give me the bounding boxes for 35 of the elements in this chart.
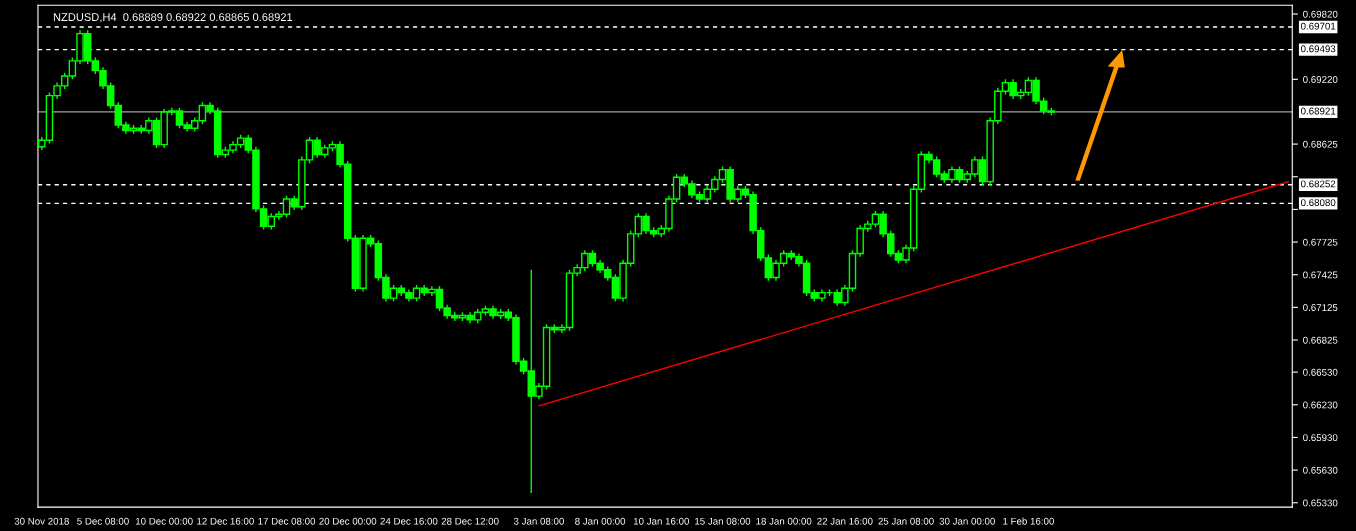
y-tick-label: 0.67725 xyxy=(1303,238,1338,246)
x-tick-label: 10 Dec 00:00 xyxy=(135,517,193,525)
text: NZDUSD,H4 0.68889 0.68922 0.68865 0.68921 xyxy=(53,13,293,23)
x-tick-label: 15 Jan 08:00 xyxy=(695,517,751,525)
x-tick-label: 28 Dec 12:00 xyxy=(441,517,499,525)
y-tick-label: 0.69220 xyxy=(1303,76,1338,83)
ref-line-label: 0.68252 xyxy=(1300,180,1336,188)
ref-line-label: 0.68921 xyxy=(1300,107,1336,115)
x-tick-label: 20 Dec 00:00 xyxy=(319,517,377,525)
y-tick-label: 0.65630 xyxy=(1303,466,1338,474)
ref-line-label: 0.68080 xyxy=(1300,199,1336,207)
y-tick-label: 0.68625 xyxy=(1303,140,1338,148)
y-tick-label: 0.66530 xyxy=(1303,368,1338,376)
x-tick-label: 25 Jan 08:00 xyxy=(878,517,934,525)
x-tick-label: 30 Nov 2018 xyxy=(14,517,69,525)
x-tick-label: 5 Dec 08:00 xyxy=(77,517,129,525)
y-tick-label: 0.65330 xyxy=(1303,499,1338,507)
y-tick-label: 0.66825 xyxy=(1303,336,1338,344)
x-tick-label: 12 Dec 16:00 xyxy=(197,517,254,525)
ref-line-label: 0.69493 xyxy=(1300,45,1336,53)
x-tick-label: 22 Jan 16:00 xyxy=(817,517,873,525)
y-tick-label: 0.67125 xyxy=(1303,304,1338,311)
ref-line-label: 0.69701 xyxy=(1300,22,1336,30)
x-tick-label: 18 Jan 00:00 xyxy=(756,517,812,525)
x-tick-label: 8 Jan 00:00 xyxy=(575,517,626,525)
y-tick-label: 0.67425 xyxy=(1303,271,1338,279)
y-tick-label: 0.65930 xyxy=(1303,434,1338,442)
x-tick-label: 10 Jan 16:00 xyxy=(633,517,690,525)
x-tick-label: 3 Jan 08:00 xyxy=(513,517,564,525)
x-tick-label: 24 Dec 16:00 xyxy=(380,517,438,525)
x-tick-label: 17 Dec 08:00 xyxy=(258,517,316,525)
x-tick-label: 1 Feb 16:00 xyxy=(1003,517,1054,525)
y-tick-label: 0.66230 xyxy=(1303,401,1338,409)
y-tick-label: 0.69820 xyxy=(1303,10,1338,18)
x-tick-label: 30 Jan 00:00 xyxy=(939,517,995,525)
